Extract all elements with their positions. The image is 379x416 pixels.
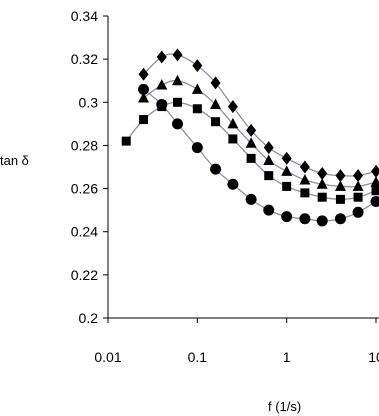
data-point-square — [139, 115, 149, 125]
data-point-triangle — [316, 178, 328, 189]
y-tick-label: 0.32 — [71, 51, 98, 67]
data-point-diamond — [227, 100, 238, 114]
data-point-triangle — [281, 165, 293, 176]
data-point-triangle — [334, 180, 346, 191]
data-point-diamond — [353, 169, 364, 183]
data-point-triangle — [156, 79, 168, 90]
data-point-triangle — [245, 137, 257, 148]
data-point-square — [282, 181, 292, 191]
data-point-diamond — [156, 50, 167, 64]
data-point-triangle — [263, 154, 275, 166]
data-point-circle — [370, 196, 379, 208]
series-markers — [121, 48, 379, 227]
data-point-circle — [156, 98, 168, 110]
data-point-diamond — [210, 76, 221, 90]
data-point-diamond — [281, 151, 292, 165]
data-point-circle — [334, 213, 346, 225]
data-point-diamond — [371, 164, 379, 178]
series-line-diamond — [143, 53, 377, 177]
data-point-circle — [227, 178, 239, 190]
data-point-triangle — [227, 117, 239, 129]
x-tick-label: 0.01 — [94, 349, 121, 365]
data-point-circle — [138, 83, 150, 95]
data-point-square — [317, 192, 327, 202]
data-point-circle — [191, 142, 203, 154]
data-point-diamond — [138, 67, 149, 81]
y-tick-label: 0.26 — [71, 181, 98, 197]
x-tick-label: 10 — [368, 349, 379, 365]
data-point-square — [353, 192, 363, 202]
data-point-diamond — [192, 59, 203, 73]
data-point-circle — [172, 118, 184, 130]
data-point-diamond — [335, 169, 346, 183]
data-point-triangle — [299, 173, 311, 185]
data-point-circle — [245, 193, 257, 205]
data-point-square — [121, 136, 131, 146]
y-axis-title: tan δ — [0, 153, 29, 168]
data-point-square — [211, 117, 221, 127]
y-tick-label: 0.24 — [71, 224, 98, 240]
data-point-square — [228, 134, 238, 144]
x-axis-title: f (1/s) — [268, 399, 301, 414]
data-point-triangle — [210, 98, 222, 109]
data-point-triangle — [191, 83, 203, 94]
data-point-triangle — [352, 180, 364, 191]
data-point-square — [192, 104, 202, 114]
y-axis-ticks: 0.2 0.22 0.24 0.26 0.28 0.3 0.32 0.34 — [71, 8, 108, 326]
data-point-square — [335, 194, 345, 204]
data-point-triangle — [370, 176, 379, 187]
data-point-square — [300, 188, 310, 198]
data-point-circle — [263, 204, 275, 216]
y-tick-label: 0.3 — [79, 94, 99, 110]
x-tick-label: 0.1 — [188, 349, 208, 365]
y-tick-label: 0.2 — [79, 310, 99, 326]
data-point-triangle — [138, 91, 150, 103]
data-point-triangle — [172, 74, 184, 86]
plot-area: 0.2 0.22 0.24 0.26 0.28 0.3 0.32 0.34 0.01 0.1 1 1… — [71, 8, 379, 365]
data-point-square — [371, 186, 379, 196]
data-point-circle — [352, 206, 364, 218]
data-point-diamond — [263, 141, 274, 155]
data-point-circle — [316, 215, 328, 227]
data-point-diamond — [317, 166, 328, 180]
data-point-circle — [281, 211, 293, 223]
x-axis-ticks: 0.01 0.1 1 10 — [94, 318, 379, 365]
data-point-square — [264, 171, 274, 181]
data-point-diamond — [299, 160, 310, 174]
data-point-diamond — [246, 123, 257, 137]
data-point-diamond — [172, 48, 183, 62]
y-tick-label: 0.22 — [71, 267, 98, 283]
data-point-square — [173, 97, 183, 107]
data-point-square — [246, 153, 256, 163]
y-tick-label: 0.28 — [71, 137, 98, 153]
data-point-circle — [210, 163, 222, 175]
y-tick-label: 0.34 — [71, 8, 98, 24]
x-tick-label: 1 — [283, 349, 291, 365]
data-point-circle — [299, 213, 311, 225]
